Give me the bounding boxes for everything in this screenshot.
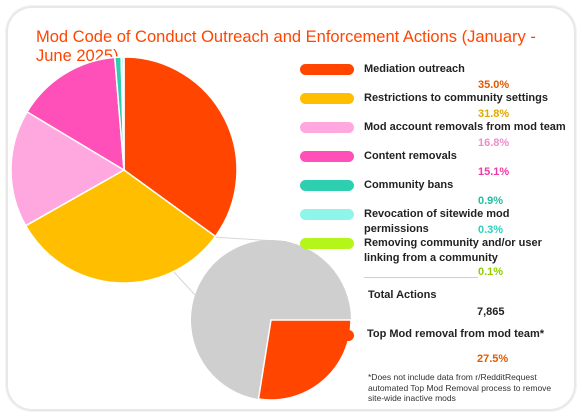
legend-label: Community bans	[364, 179, 454, 191]
pie-slice	[122, 56, 125, 171]
main-pie	[10, 56, 238, 284]
divider	[364, 277, 478, 278]
top-mod-value: 27.5%	[477, 353, 509, 365]
legend-value: 35.0%	[478, 79, 510, 91]
legend-label: Mod account removals from mod team	[364, 121, 566, 133]
pie-slice	[10, 110, 126, 227]
legend-value: 0.1%	[478, 266, 504, 278]
legend-swatch	[300, 93, 354, 104]
total-label: Total Actions	[368, 289, 437, 301]
legend-swatch	[300, 238, 354, 249]
footnote: *Does not include data from r/RedditRequ…	[368, 372, 552, 403]
legend-label: Removing community and/or user linking f…	[364, 237, 542, 264]
legend-value: 0.3%	[478, 224, 504, 236]
pie-slice	[26, 56, 125, 172]
legend-value: 15.1%	[478, 166, 510, 178]
legend-swatch	[300, 122, 354, 133]
legend-swatch	[300, 64, 354, 75]
total-value: 7,865	[477, 306, 505, 318]
legend-swatch	[300, 151, 354, 162]
legend-label: Restrictions to community settings	[364, 92, 548, 104]
legend-value: 31.8%	[478, 108, 510, 120]
legend-swatch	[300, 209, 354, 220]
top-mod-label: Top Mod removal from mod team*	[367, 328, 545, 340]
legend-swatch-top-mod	[300, 330, 354, 341]
pie-slice	[123, 56, 238, 238]
legend-label: Content removals	[364, 150, 457, 162]
sub-pie	[191, 239, 352, 401]
legend-swatch	[300, 180, 354, 191]
legend-value: 16.8%	[478, 137, 510, 149]
legend-label: Mediation outreach	[364, 63, 465, 75]
pie-slice	[24, 169, 217, 284]
legend-label: Revocation of sitewide mod permissions	[364, 208, 510, 235]
legend-value: 0.9%	[478, 195, 504, 207]
